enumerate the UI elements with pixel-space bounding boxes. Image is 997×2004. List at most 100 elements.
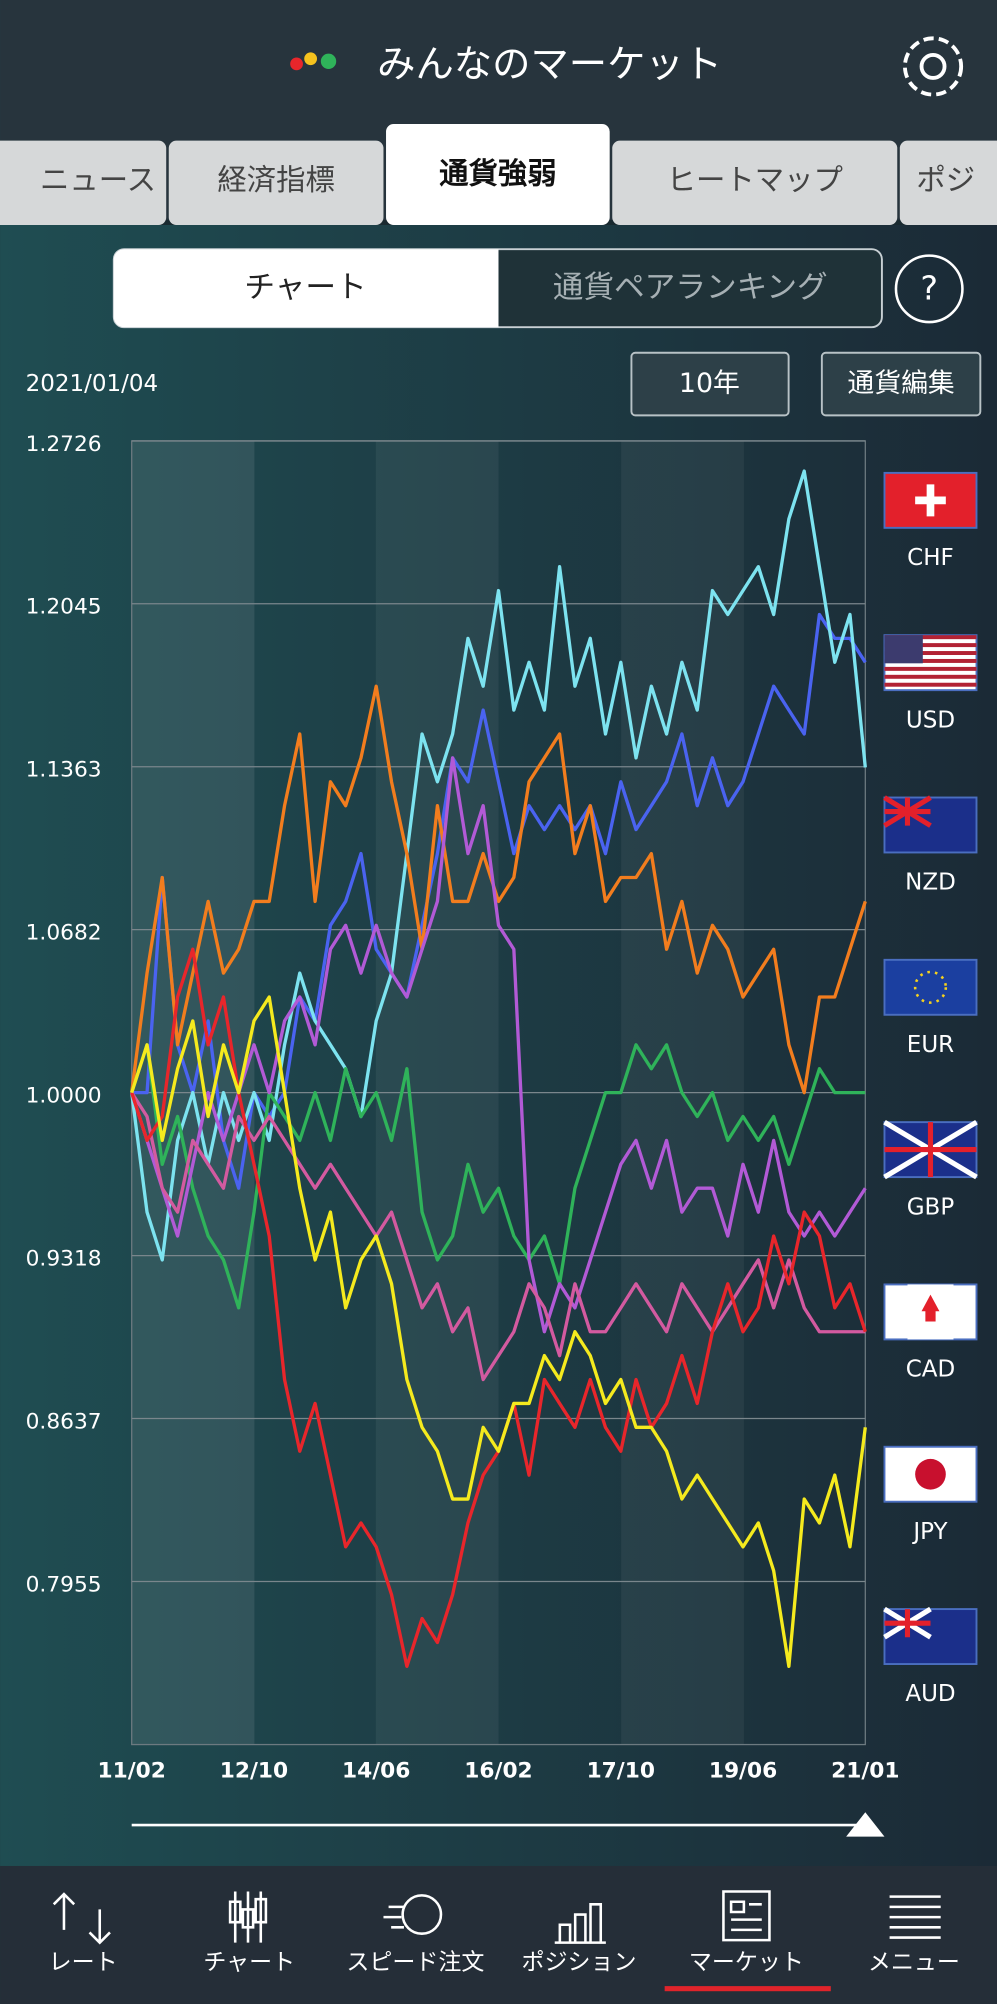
settings-icon[interactable]: [903, 36, 964, 97]
rate-icon[interactable]: [52, 1892, 111, 1945]
chart: 0.7955 0.8637 0.9318 1.0000 1.0682 1.1363 1.20…: [26, 432, 978, 1783]
series-line: [130, 469, 867, 1262]
logo-dot: [290, 57, 303, 71]
series-line: [130, 1043, 866, 1310]
y-tick-label: 1.2726: [26, 432, 102, 457]
nav-label[interactable]: チャート: [203, 1950, 295, 1976]
x-tick-label: 19/06: [709, 1758, 777, 1783]
flag-cross: [884, 1122, 977, 1178]
flag-stripe: [884, 682, 977, 687]
tab-label[interactable]: ニュース: [40, 163, 156, 197]
legend-label[interactable]: USD: [906, 707, 955, 733]
help-button[interactable]: [894, 254, 964, 324]
nav-label[interactable]: ポジション: [522, 1950, 637, 1976]
edit-button[interactable]: [820, 351, 982, 417]
legend-item[interactable]: CAD: [883, 1283, 978, 1383]
tab[interactable]: [899, 140, 997, 225]
nav-active-indicator: [664, 1986, 831, 1992]
period-button[interactable]: [630, 351, 790, 417]
y-tick-label: 0.8637: [26, 1409, 102, 1434]
speed-icon-lines[interactable]: [383, 1905, 404, 1929]
help-label[interactable]: ?: [920, 269, 938, 308]
flag-sun: [915, 1458, 946, 1490]
nav-label[interactable]: マーケット: [689, 1950, 804, 1976]
legend-item[interactable]: CHF: [883, 471, 978, 571]
x-tick-label: 11/02: [98, 1758, 166, 1783]
legend-flag[interactable]: [883, 958, 978, 1016]
flag-cross: [884, 1609, 931, 1638]
nav-bar: [0, 1865, 997, 2004]
market-icon[interactable]: [722, 1890, 771, 1942]
menu-icon[interactable]: [889, 1895, 941, 1939]
legend-label[interactable]: NZD: [905, 870, 956, 896]
y-tick-label: 0.7955: [26, 1572, 102, 1597]
series-line: [130, 684, 867, 1095]
series-line: [130, 995, 867, 1668]
legend-label[interactable]: JPY: [911, 1519, 948, 1545]
y-tick-label: 0.9318: [26, 1246, 102, 1271]
flag-stripe: [884, 635, 977, 640]
tab[interactable]: [168, 140, 384, 225]
flag-stripe: [884, 651, 977, 656]
nav-label[interactable]: メニュー: [868, 1950, 960, 1976]
position-icon[interactable]: [554, 1903, 606, 1944]
legend-item[interactable]: EUR: [883, 958, 978, 1058]
x-tick-label: 21/01: [831, 1758, 899, 1783]
legend-item[interactable]: AUD: [883, 1606, 978, 1707]
app-title: みんなのマーケット: [377, 42, 722, 87]
edit-label[interactable]: 通貨編集: [847, 368, 954, 399]
flag-stripe: [884, 666, 977, 671]
tab-label[interactable]: 通貨強弱: [439, 157, 557, 191]
x-tick-label: 12/10: [220, 1758, 288, 1783]
legend-label[interactable]: AUD: [905, 1681, 955, 1707]
logo-dot: [304, 52, 318, 66]
date-label: 2021/01/04: [26, 371, 159, 397]
tab[interactable]: [0, 140, 167, 225]
legend-label[interactable]: GBP: [907, 1194, 955, 1220]
tab-label[interactable]: ポジ: [916, 163, 975, 197]
legend-item[interactable]: GBP: [883, 1119, 978, 1220]
period-label[interactable]: 10年: [679, 368, 740, 399]
x-tick-label: 17/10: [587, 1758, 655, 1783]
nav-label[interactable]: スピード注文: [346, 1950, 484, 1976]
segment-label[interactable]: チャート: [244, 270, 366, 305]
y-tick-label: 1.2045: [26, 595, 102, 620]
flag-cross: [915, 484, 946, 517]
y-tick-label: 1.1363: [26, 758, 102, 783]
legend-label[interactable]: CHF: [907, 545, 954, 571]
flag-stripe: [884, 674, 977, 679]
legend-label[interactable]: EUR: [907, 1032, 954, 1058]
nav-label[interactable]: レート: [49, 1950, 118, 1976]
flag-cross: [884, 797, 931, 826]
legend-label[interactable]: CAD: [906, 1357, 956, 1383]
series-line: [130, 756, 867, 1334]
series-line: [130, 1091, 866, 1382]
flag-stripe: [884, 658, 977, 663]
legend-item[interactable]: JPY: [883, 1445, 978, 1545]
segment-label[interactable]: 通貨ペアランキング: [553, 270, 828, 305]
segment-active[interactable]: [113, 249, 499, 328]
y-tick-label: 1.0000: [26, 1083, 102, 1108]
tab-label[interactable]: 経済指標: [217, 163, 335, 197]
slider-handle[interactable]: [846, 1812, 885, 1837]
tab-label[interactable]: ヒートマップ: [667, 163, 843, 197]
nav-labels: レート チャート スピード注文 ポジション マーケット メニュー: [49, 1950, 960, 1976]
nav-icons: [52, 1890, 941, 1945]
chart-icon[interactable]: [228, 1891, 268, 1943]
x-tick-label: 16/02: [464, 1758, 532, 1783]
legend-item[interactable]: USD: [883, 634, 978, 733]
flag-stripe: [884, 643, 977, 648]
tab[interactable]: [386, 123, 610, 225]
speed-icon[interactable]: [401, 1894, 443, 1935]
tab[interactable]: [612, 140, 898, 225]
flag-stars: [913, 970, 948, 1004]
segment-control: チャート 通貨ペアランキング: [112, 248, 883, 329]
flag-leaf: [921, 1294, 940, 1322]
y-tick-label: 1.0682: [26, 920, 102, 945]
tab-bar: ニュース 経済指標 通貨強弱 ヒートマップ ポジ: [0, 123, 997, 225]
legend-item[interactable]: NZD: [883, 795, 978, 896]
flag-canton: [884, 635, 923, 664]
x-tick-label: 14/06: [342, 1758, 410, 1783]
